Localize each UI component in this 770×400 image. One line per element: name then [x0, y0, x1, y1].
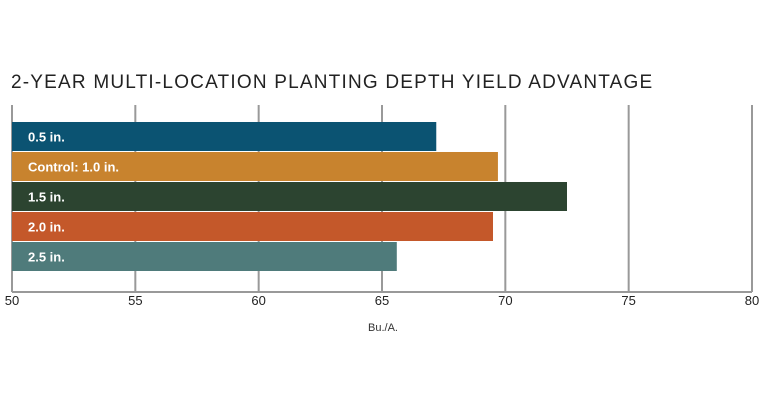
bar-label: 0.5 in. — [28, 130, 65, 145]
x-axis-label: Bu./A. — [368, 322, 398, 334]
x-tick-label: 80 — [745, 293, 759, 308]
x-tick-label: 65 — [375, 293, 389, 308]
bar — [12, 122, 437, 151]
x-tick-label: 75 — [621, 293, 635, 308]
bar-label: 2.0 in. — [28, 220, 65, 235]
bar — [12, 152, 498, 181]
bar — [12, 182, 567, 211]
x-tick-label: 70 — [498, 293, 512, 308]
bar-label: 1.5 in. — [28, 190, 65, 205]
x-tick-label: 60 — [251, 293, 265, 308]
x-tick-label: 55 — [128, 293, 142, 308]
bar — [12, 212, 493, 241]
bar — [12, 242, 397, 271]
x-tick-label: 50 — [5, 293, 19, 308]
bar-label: Control: 1.0 in. — [28, 160, 119, 175]
chart-title: 2-YEAR MULTI-LOCATION PLANTING DEPTH YIE… — [11, 72, 654, 93]
bar-label: 2.5 in. — [28, 250, 65, 265]
